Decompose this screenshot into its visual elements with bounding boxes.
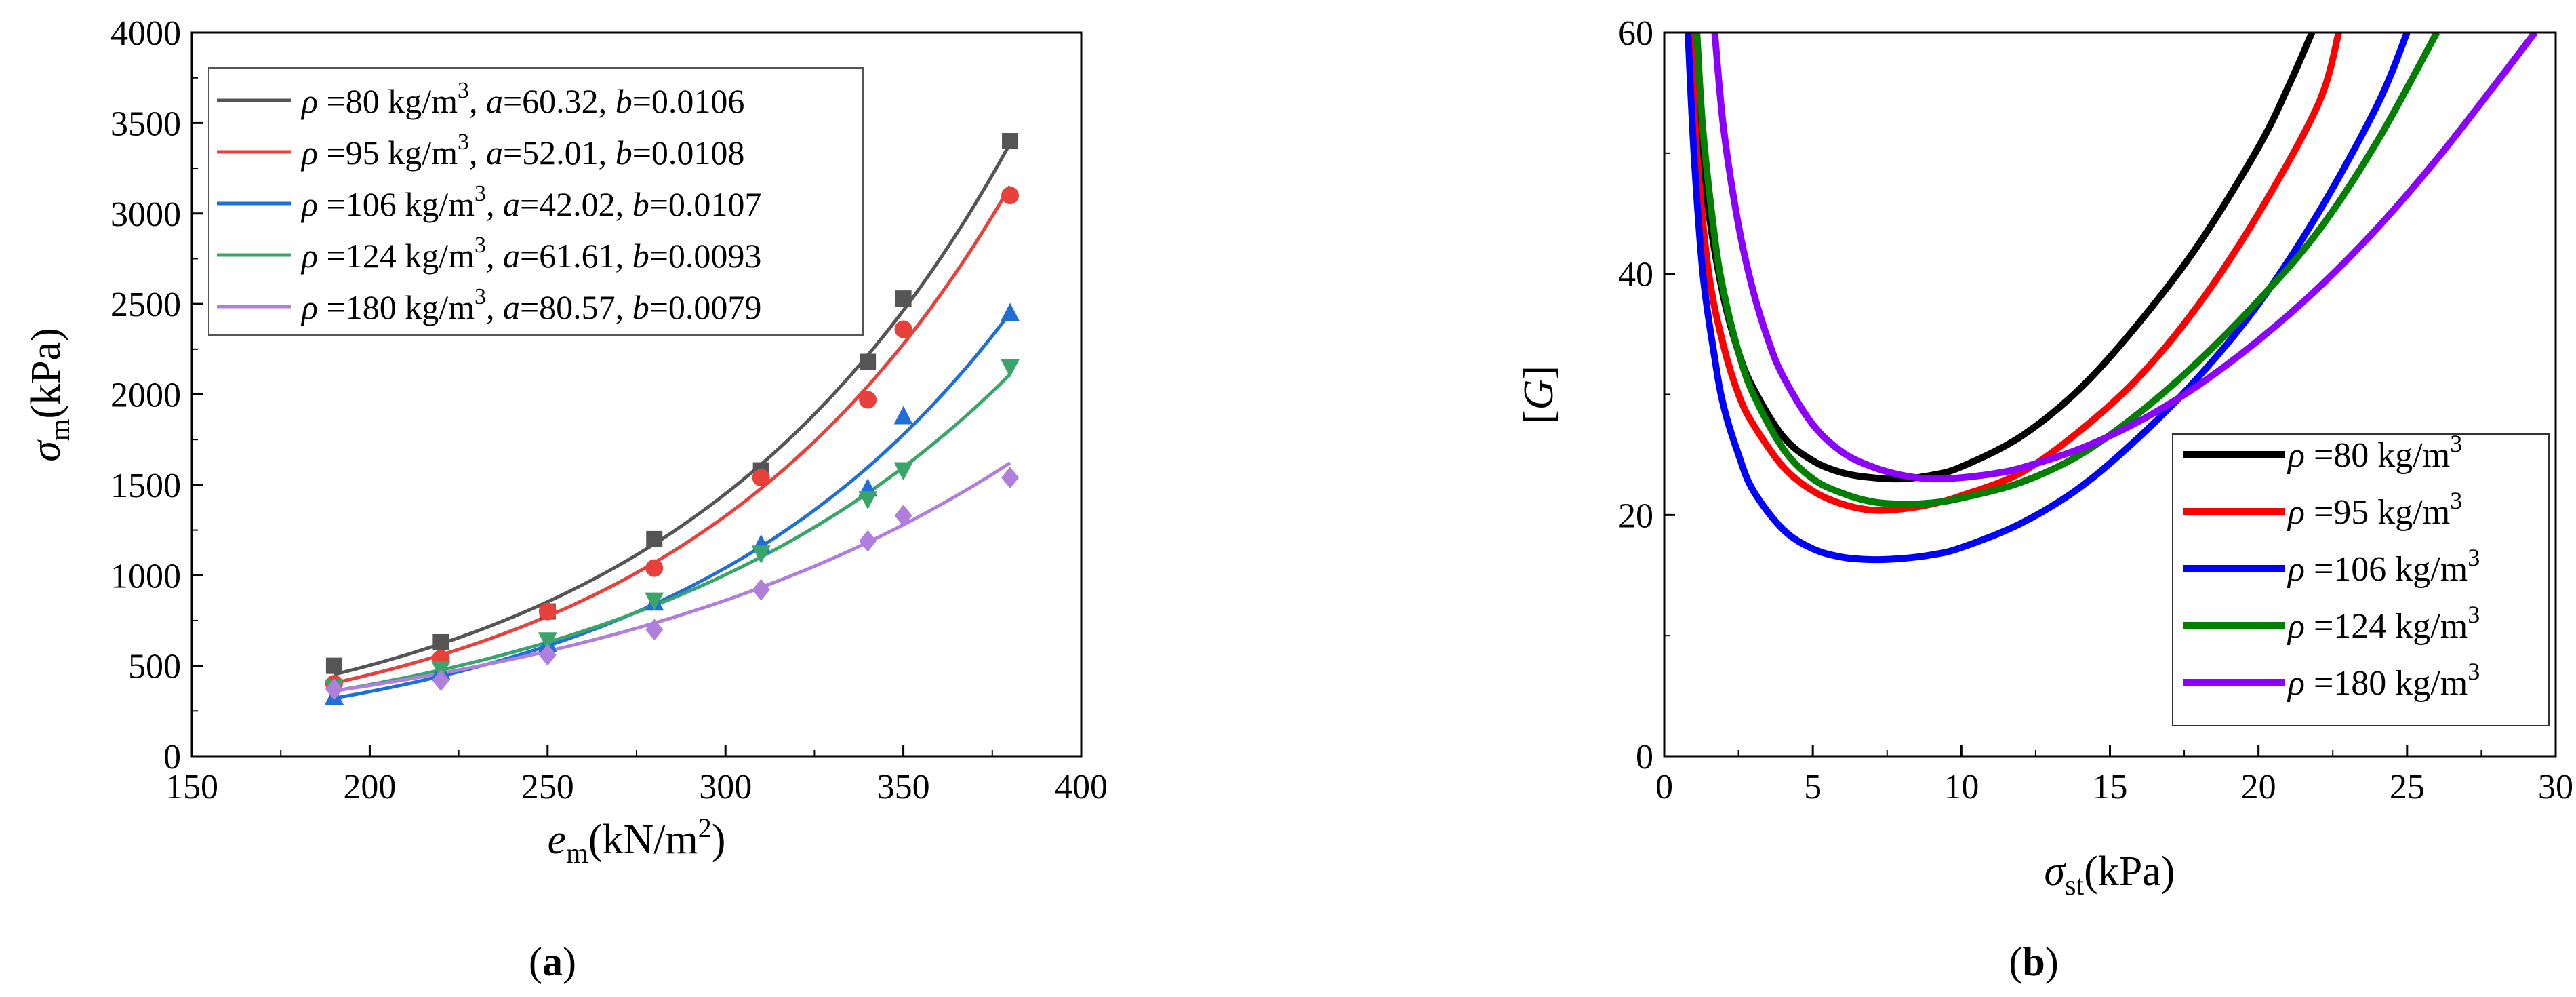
panel-b-plot-frame: [1663, 31, 2557, 758]
panel-a-data-points: [324, 133, 1020, 705]
panel-b-legend: ρ =80 kg/m3 ρ =95 kg/m3 ρ =106 kg/m3 ρ =124…: [2172, 430, 2550, 726]
data-point-1: [894, 320, 912, 338]
panel-b-x-tick-label: 20: [2241, 768, 2276, 806]
panel-b-x-tick-label: 30: [2538, 768, 2573, 806]
data-point-0: [860, 353, 877, 370]
panel-b-curves: [1685, 33, 2538, 564]
data-point-3: [645, 592, 664, 611]
panel-a-y-tick-label: 500: [128, 648, 181, 686]
data-point-0: [325, 657, 342, 674]
panel-a-x-tick-label: 150: [165, 768, 218, 806]
data-point-3: [893, 462, 913, 481]
data-point-4: [1001, 467, 1020, 489]
legend-a-label-4: ρ =180 kg/m3, a=80.57, b=0.0079: [300, 284, 761, 326]
data-point-1: [1001, 187, 1020, 205]
data-point-4: [432, 669, 450, 691]
panel-a-x-tick-label: 300: [699, 768, 752, 806]
panel-a-legend: ρ =80 kg/m3, a=60.32, b=0.0106 ρ =95 kg/m…: [208, 67, 864, 336]
series-line-0: [1690, 33, 2316, 483]
legend-a-label-0: ρ =80 kg/m3, a=60.32, b=0.0106: [300, 78, 744, 120]
panel-a-y-tick-label: 3000: [110, 195, 181, 234]
data-point-1: [538, 602, 557, 621]
panel-a-y-axis-title: σm(kPa): [23, 328, 76, 462]
panel-a-y-tick-label: 1000: [110, 557, 181, 595]
panel-a-legend-box: [208, 67, 864, 336]
panel-a-y-tick-label: 2500: [110, 286, 181, 324]
data-point-2: [1001, 302, 1020, 321]
panel-b-legend-box: [2172, 433, 2550, 726]
panel-b-x-axis-title: σst(kPa): [2045, 848, 2175, 901]
panel-a-y-tick-label: 3500: [110, 104, 181, 143]
panel-b-y-tick-label: 20: [1618, 496, 1653, 535]
panel-a-y-tick-label: 2000: [110, 376, 181, 415]
data-point-4: [859, 530, 877, 552]
panel-a-x-tick-label: 200: [343, 768, 396, 806]
legend-a-label-2: ρ =106 kg/m3, a=42.02, b=0.0107: [300, 181, 761, 223]
panel-a-y-tick-label: 4000: [110, 14, 181, 53]
data-point-2: [893, 406, 913, 425]
data-point-0: [1002, 133, 1019, 150]
panel-b-y-tick-label: 60: [1618, 14, 1653, 53]
panel-b-ticks: 0 5 10 15 20 25 30 0 20 40 60: [1618, 14, 2573, 806]
series-line-3: [1693, 33, 2440, 508]
panel-a-label: (a): [529, 939, 576, 984]
panel-b-y-tick-label: 40: [1618, 256, 1653, 294]
data-point-0: [646, 530, 663, 547]
panel-b-y-axis-title: [G]: [1516, 366, 1562, 424]
panel-b-chart: 0 5 10 15 20 25 30 0 20 40 60 ρ =80 kg/m3 ρ =95 kg/…: [1516, 14, 2573, 984]
panel-a-y-tick-label: 1500: [110, 467, 181, 505]
data-point-4: [752, 579, 770, 601]
legend-a-label-1: ρ =95 kg/m3, a=52.01, b=0.0108: [300, 130, 744, 172]
legend-a-label-3: ρ =124 kg/m3, a=61.61, b=0.0093: [300, 233, 761, 275]
data-point-1: [645, 559, 664, 577]
data-point-4: [325, 678, 343, 701]
data-point-0: [432, 633, 449, 650]
legend-b-label-3: ρ =124 kg/m3: [2287, 601, 2480, 646]
fit-curve-4: [334, 461, 1011, 693]
panel-b-x-tick-label: 5: [1804, 768, 1822, 806]
panel-a-plot-frame: [190, 31, 1083, 758]
panel-b-x-tick-label: 10: [1944, 768, 1979, 806]
panel-b-y-tick-label: 0: [1636, 738, 1653, 777]
legend-b-label-2: ρ =106 kg/m3: [2287, 544, 2480, 589]
data-point-0: [895, 290, 912, 307]
series-line-4: [1711, 33, 2538, 483]
legend-b-label-0: ρ =80 kg/m3: [2287, 430, 2462, 475]
panel-a-x-tick-label: 250: [521, 768, 574, 806]
panel-b-x-tick-label: 0: [1655, 768, 1673, 806]
data-point-1: [752, 469, 770, 487]
legend-b-label-4: ρ =180 kg/m3: [2287, 658, 2480, 703]
panel-a-x-tick-label: 400: [1055, 768, 1108, 806]
data-point-3: [751, 545, 771, 564]
data-point-3: [858, 491, 878, 510]
data-point-4: [894, 505, 912, 527]
data-point-4: [538, 644, 557, 666]
panel-a-chart: 150 200 250 300 350 4000500100015002000250030…: [23, 14, 1108, 984]
panel-a-x-axis-title: em(kN/m2): [548, 813, 726, 869]
series-line-1: [1687, 33, 2342, 514]
panel-b-x-tick-label: 15: [2093, 768, 2128, 806]
data-point-3: [1001, 359, 1020, 378]
panel-b-label: (b): [2009, 939, 2058, 984]
fit-curve-3: [334, 373, 1011, 693]
data-point-4: [645, 619, 664, 641]
panel-a-y-tick-label: 0: [163, 738, 181, 777]
data-point-1: [859, 391, 877, 409]
data-point-3: [538, 632, 557, 651]
panel-a-x-tick-label: 350: [877, 768, 930, 806]
legend-b-label-1: ρ =95 kg/m3: [2287, 487, 2462, 532]
panel-a-ticks: 150 200 250 300 350 4000500100015002000250030…: [110, 14, 1108, 806]
panel-b-x-tick-label: 25: [2390, 768, 2425, 806]
